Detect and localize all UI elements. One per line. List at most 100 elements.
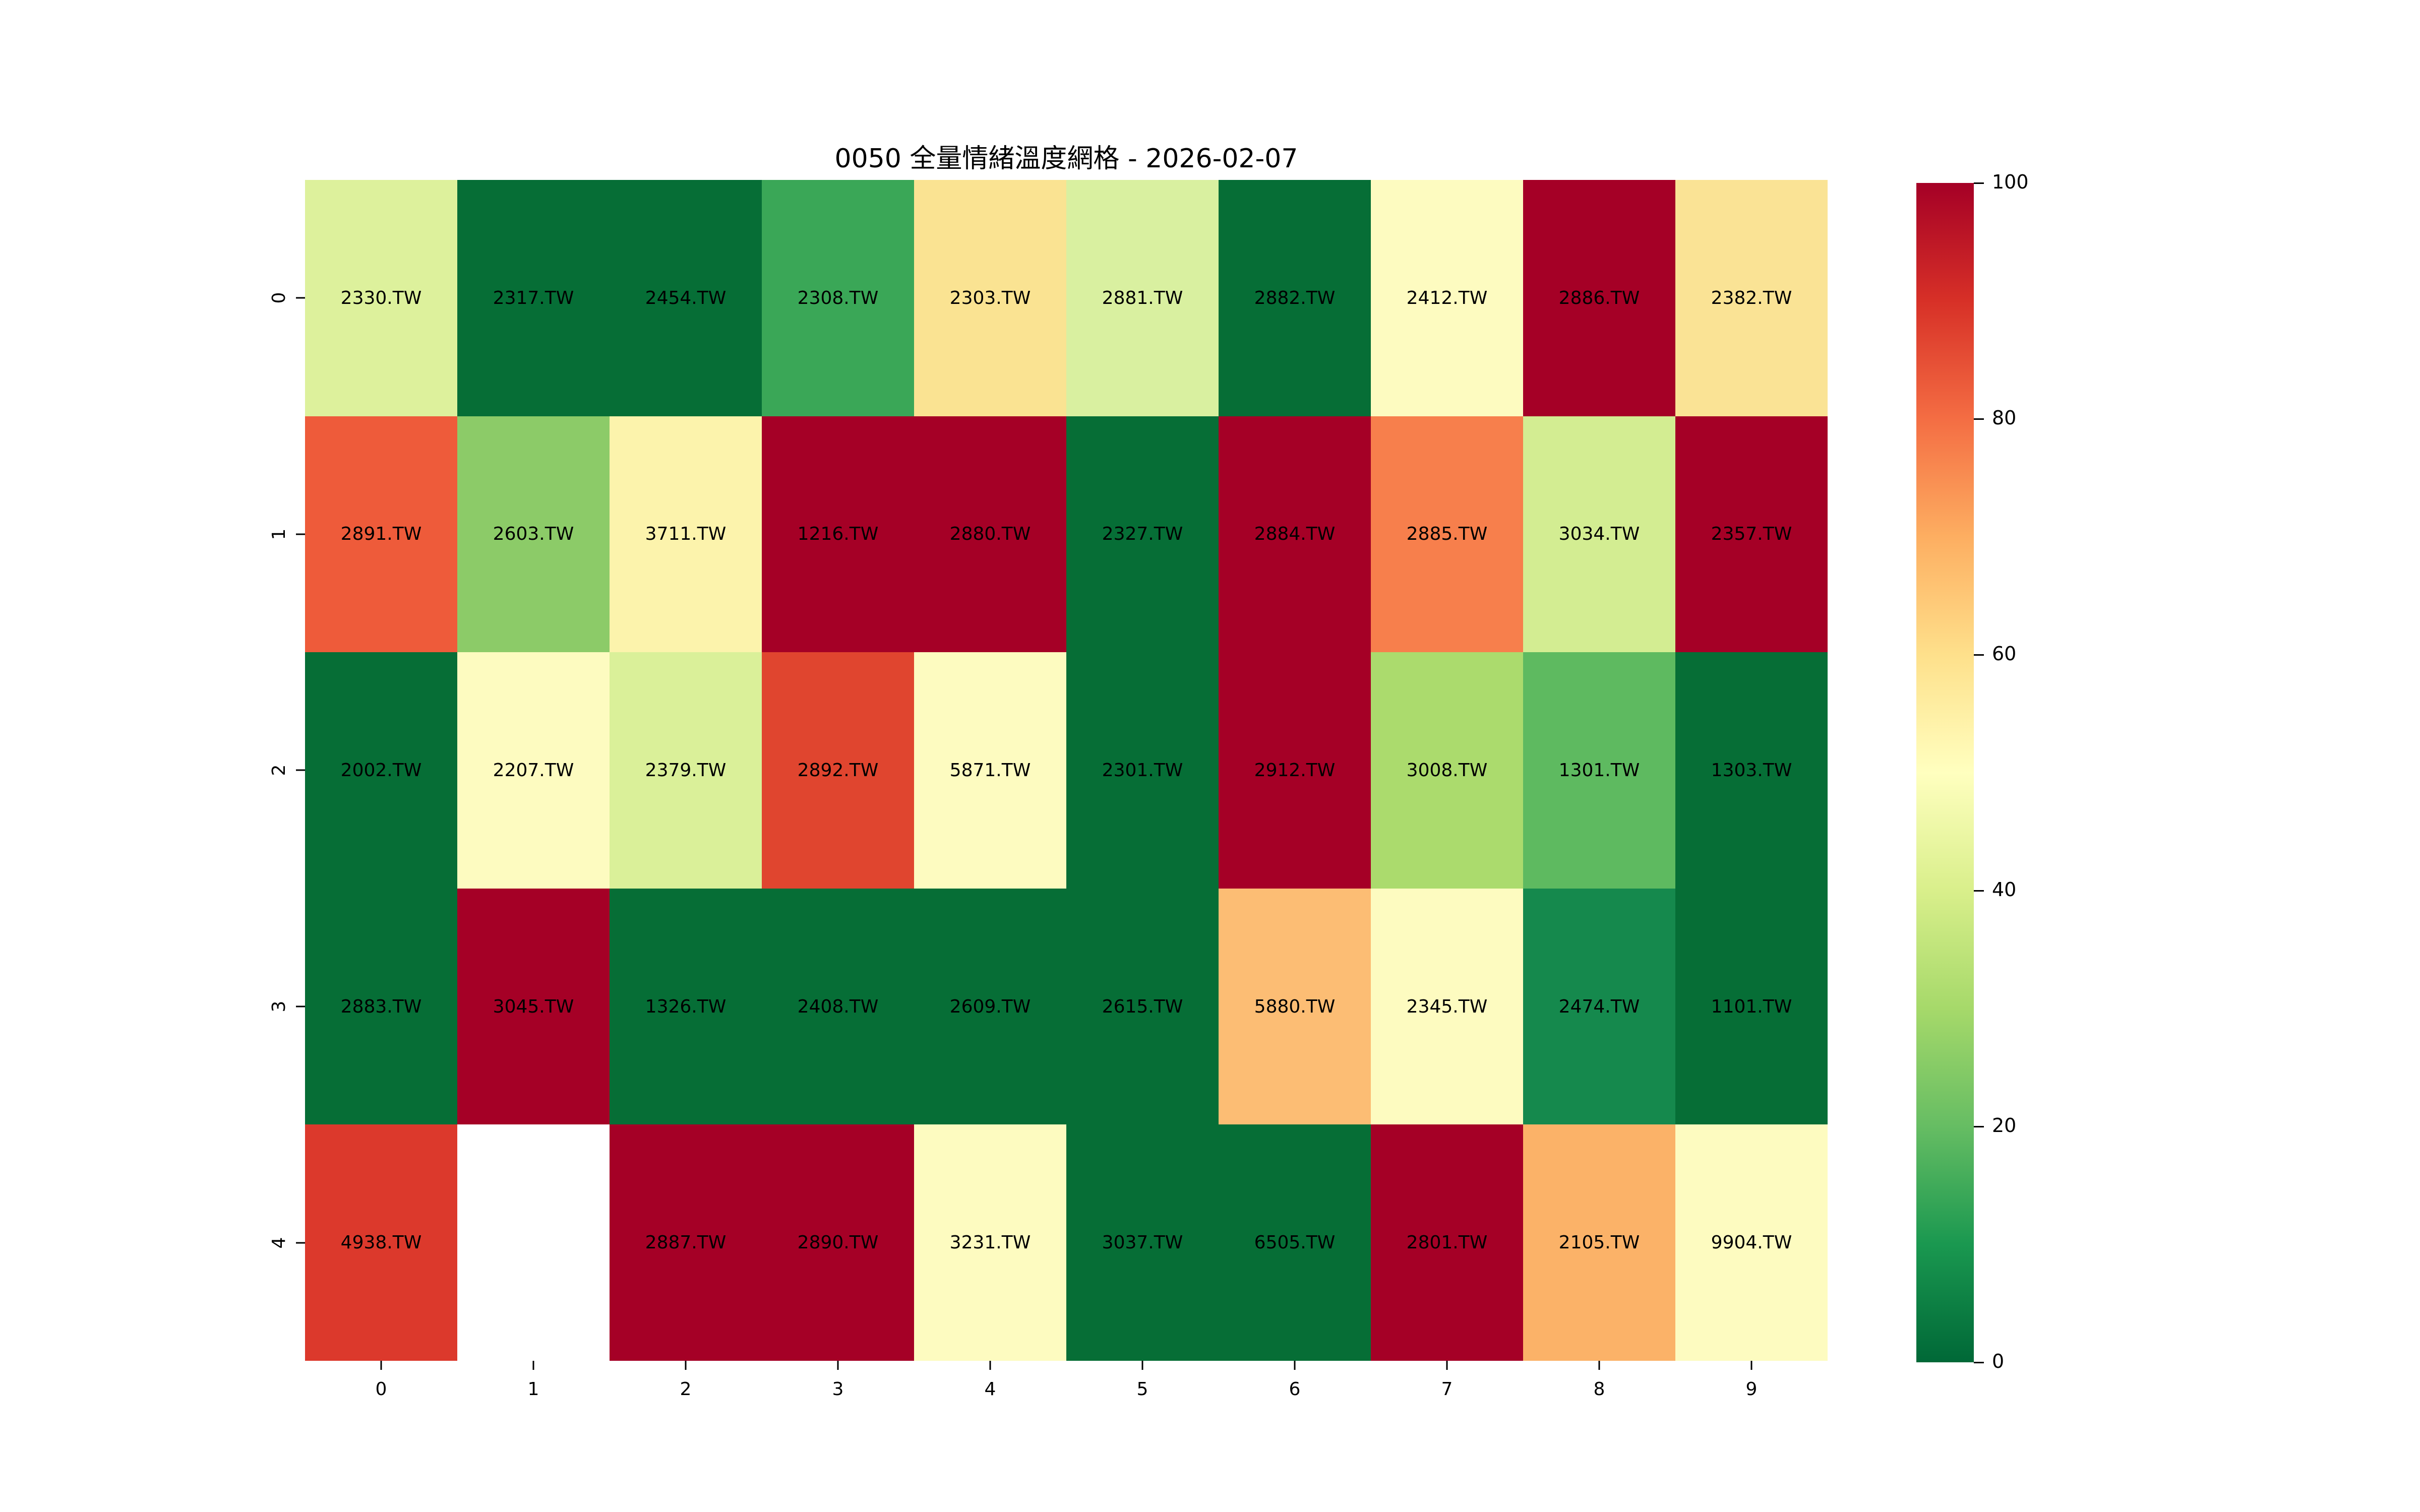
cell-ticker-label: 2308.TW: [797, 287, 879, 308]
heatmap-cell: 1301.TW: [1523, 652, 1675, 889]
cell-ticker-label: 2303.TW: [949, 287, 1031, 308]
cell-ticker-label: 2891.TW: [340, 524, 422, 545]
x-tick-label: 4: [914, 1361, 1066, 1400]
cell-ticker-label: 2408.TW: [797, 996, 879, 1017]
colorbar-tick-mark: [1974, 1125, 1984, 1127]
cell-ticker-label: 3008.TW: [1406, 760, 1488, 781]
cell-ticker-label: 2002.TW: [340, 760, 422, 781]
cell-ticker-label: 1303.TW: [1711, 760, 1792, 781]
cell-ticker-label: 2887.TW: [645, 1232, 727, 1253]
cell-ticker-label: 2330.TW: [340, 287, 422, 308]
cell-ticker-label: 2454.TW: [645, 287, 727, 308]
heatmap-cell: 2880.TW: [914, 416, 1066, 653]
y-tick: 2: [252, 652, 305, 889]
heatmap-grid: 2330.TW 2317.TW 2454.TW 2308.TW 2303.TW 2881.…: [305, 180, 1828, 1361]
cell-ticker-label: 2603.TW: [493, 524, 574, 545]
cell-ticker-label: 4938.TW: [340, 1232, 422, 1253]
cell-ticker-label: 2327.TW: [1102, 524, 1183, 545]
heatmap-cell: 6505.TW: [1219, 1124, 1371, 1361]
cell-ticker-label: 2345.TW: [1406, 996, 1488, 1017]
heatmap-cell: 2609.TW: [914, 888, 1066, 1125]
cell-ticker-label: 2474.TW: [1558, 996, 1640, 1017]
colorbar-tick-mark: [1974, 418, 1984, 420]
heatmap-cell: 3045.TW: [457, 888, 610, 1125]
y-tick: 4: [252, 1124, 305, 1361]
heatmap-cell: 2330.TW: [305, 180, 457, 416]
cell-ticker-label: 2317.TW: [493, 287, 574, 308]
heatmap-cell: 9904.TW: [1675, 1124, 1828, 1361]
cell-ticker-label: 1301.TW: [1558, 760, 1640, 781]
heatmap-cell: [457, 1124, 610, 1361]
cell-ticker-label: 2880.TW: [949, 524, 1031, 545]
heatmap-cell: 1326.TW: [610, 888, 762, 1125]
cell-ticker-label: 2881.TW: [1102, 287, 1183, 308]
colorbar-tick-label: 100: [1992, 171, 2029, 193]
colorbar-tick-mark: [1974, 1361, 1984, 1363]
cell-ticker-label: 2379.TW: [645, 760, 727, 781]
heatmap-cell: 2454.TW: [610, 180, 762, 416]
heatmap-cell: 1216.TW: [762, 416, 914, 653]
cell-ticker-label: 1216.TW: [797, 524, 879, 545]
colorbar: [1916, 183, 1974, 1362]
cell-ticker-label: 2882.TW: [1254, 287, 1336, 308]
y-tick-label: 3: [269, 1000, 290, 1013]
cell-ticker-label: 5880.TW: [1254, 996, 1336, 1017]
y-tick-label: 4: [269, 1237, 290, 1249]
cell-ticker-label: 2105.TW: [1558, 1232, 1640, 1253]
cell-ticker-label: 2892.TW: [797, 760, 879, 781]
cell-ticker-label: 2886.TW: [1558, 287, 1640, 308]
x-tick-label: 6: [1219, 1361, 1371, 1400]
heatmap-cell: 2882.TW: [1219, 180, 1371, 416]
y-tick: 1: [252, 416, 305, 653]
x-tick-label: 2: [610, 1361, 762, 1400]
cell-ticker-label: 2207.TW: [493, 760, 574, 781]
cell-ticker-label: 5871.TW: [949, 760, 1031, 781]
x-tick-label: 9: [1675, 1361, 1828, 1400]
heatmap-cell: 2891.TW: [305, 416, 457, 653]
cell-ticker-label: 2912.TW: [1254, 760, 1336, 781]
colorbar-tick-label: 80: [1992, 407, 2017, 429]
heatmap-cell: 1303.TW: [1675, 652, 1828, 889]
heatmap-cell: 2801.TW: [1371, 1124, 1523, 1361]
heatmap-cell: 2382.TW: [1675, 180, 1828, 416]
colorbar-tick-label: 40: [1992, 878, 2017, 901]
heatmap-cell: 2912.TW: [1219, 652, 1371, 889]
heatmap-cell: 2890.TW: [762, 1124, 914, 1361]
cell-ticker-label: 2801.TW: [1406, 1232, 1488, 1253]
heatmap-cell: 2105.TW: [1523, 1124, 1675, 1361]
heatmap-cell: 2303.TW: [914, 180, 1066, 416]
cell-ticker-label: 2883.TW: [340, 996, 422, 1017]
heatmap-cell: 2207.TW: [457, 652, 610, 889]
colorbar-tick-label: 0: [1992, 1350, 2005, 1372]
heatmap-cell: 2883.TW: [305, 888, 457, 1125]
heatmap-cell: 2345.TW: [1371, 888, 1523, 1125]
cell-ticker-label: 2301.TW: [1102, 760, 1183, 781]
cell-ticker-label: 1101.TW: [1711, 996, 1792, 1017]
heatmap-cell: 2308.TW: [762, 180, 914, 416]
y-tick-label: 0: [269, 292, 290, 304]
heatmap-cell: 3037.TW: [1066, 1124, 1219, 1361]
y-tick: 3: [252, 889, 305, 1125]
heatmap-cell: 4938.TW: [305, 1124, 457, 1361]
heatmap-cell: 2603.TW: [457, 416, 610, 653]
cell-ticker-label: 3045.TW: [493, 996, 574, 1017]
cell-ticker-label: 3711.TW: [645, 524, 727, 545]
x-tick-label: 7: [1371, 1361, 1523, 1400]
x-tick-label: 5: [1066, 1361, 1219, 1400]
cell-ticker-label: 2890.TW: [797, 1232, 879, 1253]
heatmap-cell: 3008.TW: [1371, 652, 1523, 889]
cell-ticker-label: 2609.TW: [949, 996, 1031, 1017]
x-tick-label: 0: [305, 1361, 457, 1400]
y-tick: 0: [252, 180, 305, 416]
cell-ticker-label: 3231.TW: [949, 1232, 1031, 1253]
heatmap-cell: 2002.TW: [305, 652, 457, 889]
cell-ticker-label: 2412.TW: [1406, 287, 1488, 308]
heatmap-cell: 2301.TW: [1066, 652, 1219, 889]
chart-title: 0050 全量情緒溫度網格 - 2026-02-07: [834, 144, 1298, 174]
x-tick-label: 1: [457, 1361, 610, 1400]
heatmap-cell: 1101.TW: [1675, 888, 1828, 1125]
heatmap-cell: 2885.TW: [1371, 416, 1523, 653]
cell-ticker-label: 6505.TW: [1254, 1232, 1336, 1253]
